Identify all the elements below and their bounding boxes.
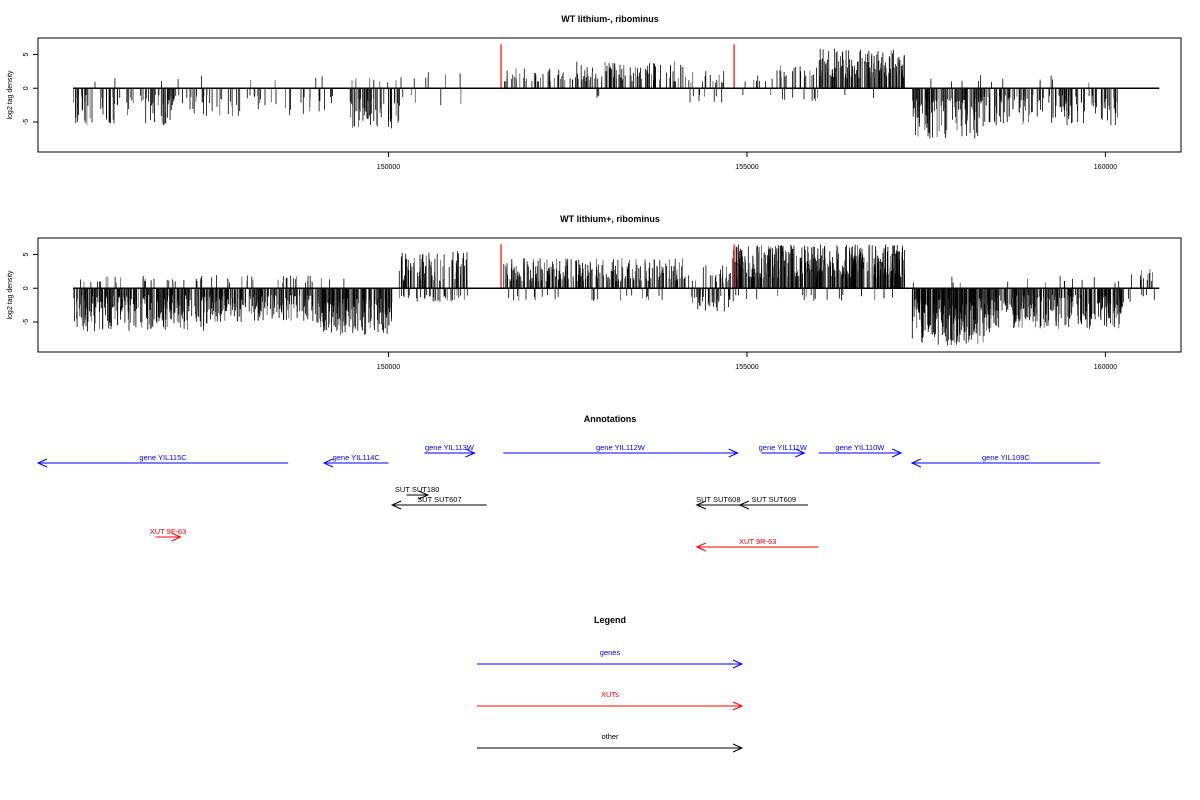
y-axis: -5 0 5 (23, 252, 39, 325)
x-tick-label: 150000 (377, 164, 400, 171)
legend-label: XUTs (601, 690, 619, 699)
legend-title: Legend (594, 615, 626, 625)
strand-arrowhead (728, 448, 739, 458)
x-tick-label: 160000 (1094, 364, 1117, 371)
track-panel-lithium-minus: WT lithium-, ribominus log2 tag density … (7, 14, 1182, 171)
y-axis-label: log2 tag density (7, 70, 14, 120)
strand-arrowhead (695, 500, 706, 510)
feature-label: XUT 9F-63 (150, 527, 187, 536)
x-tick-label: 155000 (735, 364, 758, 371)
y-axis: -5 0 5 (23, 52, 39, 125)
feature-label: gene YIL112W (596, 443, 646, 452)
legend-section: Legend genes XUTs other (477, 615, 744, 753)
x-tick-label: 150000 (377, 364, 400, 371)
annotation-feature: gene YIL109C (910, 453, 1100, 468)
annotation-feature: gene YIL111W (759, 443, 808, 458)
strand-arrowhead (418, 490, 430, 500)
strand-arrowhead (695, 542, 706, 552)
annotations-title: Annotations (584, 414, 637, 424)
legend-item: other (477, 732, 744, 753)
bars-group (73, 244, 1155, 346)
feature-label: XUT 9R-63 (739, 537, 776, 546)
annotation-feature: SUT SUT608 (695, 495, 741, 510)
legend-label: genes (600, 648, 621, 657)
y-tick-label: -5 (23, 119, 30, 125)
annotation-feature: SUT SUT609 (738, 495, 808, 510)
feature-label: SUT SUT180 (395, 485, 439, 494)
annotation-feature: SUT SUT180 (395, 485, 439, 500)
x-axis: 150000 155000 160000 (377, 151, 1117, 171)
feature-label: SUT SUT608 (696, 495, 740, 504)
annotation-feature: gene YIL113W (424, 443, 476, 458)
chart-title: WT lithium+, ribominus (560, 214, 660, 224)
legend-arrowhead (732, 659, 744, 669)
feature-label: gene YIL109C (982, 453, 1030, 462)
feature-label: SUT SUT609 (752, 495, 796, 504)
legend-item: XUTs (477, 690, 744, 711)
annotation-feature: gene YIL115C (36, 453, 289, 468)
strand-arrowhead (795, 448, 806, 458)
legend-label: other (601, 732, 619, 741)
feature-label: gene YIL115C (139, 453, 187, 462)
annotation-feature: gene YIL112W (503, 443, 739, 458)
feature-label: gene YIL113W (425, 443, 475, 452)
strand-arrowhead (322, 458, 334, 468)
bars-group (73, 48, 1118, 139)
strand-arrowhead (171, 532, 182, 542)
strand-arrowhead (390, 500, 402, 510)
x-tick-label: 155000 (735, 164, 758, 171)
strand-arrowhead (910, 458, 922, 468)
feature-label: gene YIL110W (835, 443, 885, 452)
annotations-section: Annotations gene YIL115C gene YIL114Cgene… (36, 414, 1100, 552)
track-panel-lithium-plus: WT lithium+, ribominus log2 tag density … (7, 214, 1182, 371)
y-tick-label: 0 (23, 86, 30, 90)
legend-item: genes (477, 648, 744, 669)
legend-arrowhead (732, 743, 744, 753)
chart-title: WT lithium-, ribominus (561, 14, 659, 24)
y-tick-label: -5 (23, 319, 30, 325)
highlight-lines (500, 244, 735, 289)
highlight-lines (500, 44, 735, 89)
strand-arrowhead (36, 458, 48, 468)
feature-label: gene YIL114C (333, 453, 381, 462)
annotation-feature: gene YIL114C (322, 453, 389, 468)
y-axis-label: log2 tag density (7, 270, 14, 320)
strand-arrowhead (465, 448, 476, 458)
annotation-feature: SUT SUT607 (390, 495, 487, 510)
annotation-features: gene YIL115C gene YIL114C gene YIL113W gene… (36, 443, 1100, 552)
y-tick-label: 5 (23, 52, 30, 56)
feature-label: SUT SUT607 (417, 495, 461, 504)
annotation-feature: XUT 9R-63 (695, 537, 819, 552)
y-tick-label: 5 (23, 252, 30, 256)
feature-label: gene YIL111W (759, 443, 808, 452)
strand-arrowhead (891, 448, 903, 458)
legend-arrowhead (732, 701, 744, 711)
y-tick-label: 0 (23, 286, 30, 290)
annotation-feature: XUT 9F-63 (150, 527, 187, 542)
x-tick-label: 160000 (1094, 164, 1117, 171)
annotation-feature: gene YIL110W (818, 443, 903, 458)
x-axis: 150000 155000 160000 (377, 351, 1117, 371)
legend-items: genes XUTs other (477, 648, 744, 753)
strand-arrowhead (738, 500, 750, 510)
